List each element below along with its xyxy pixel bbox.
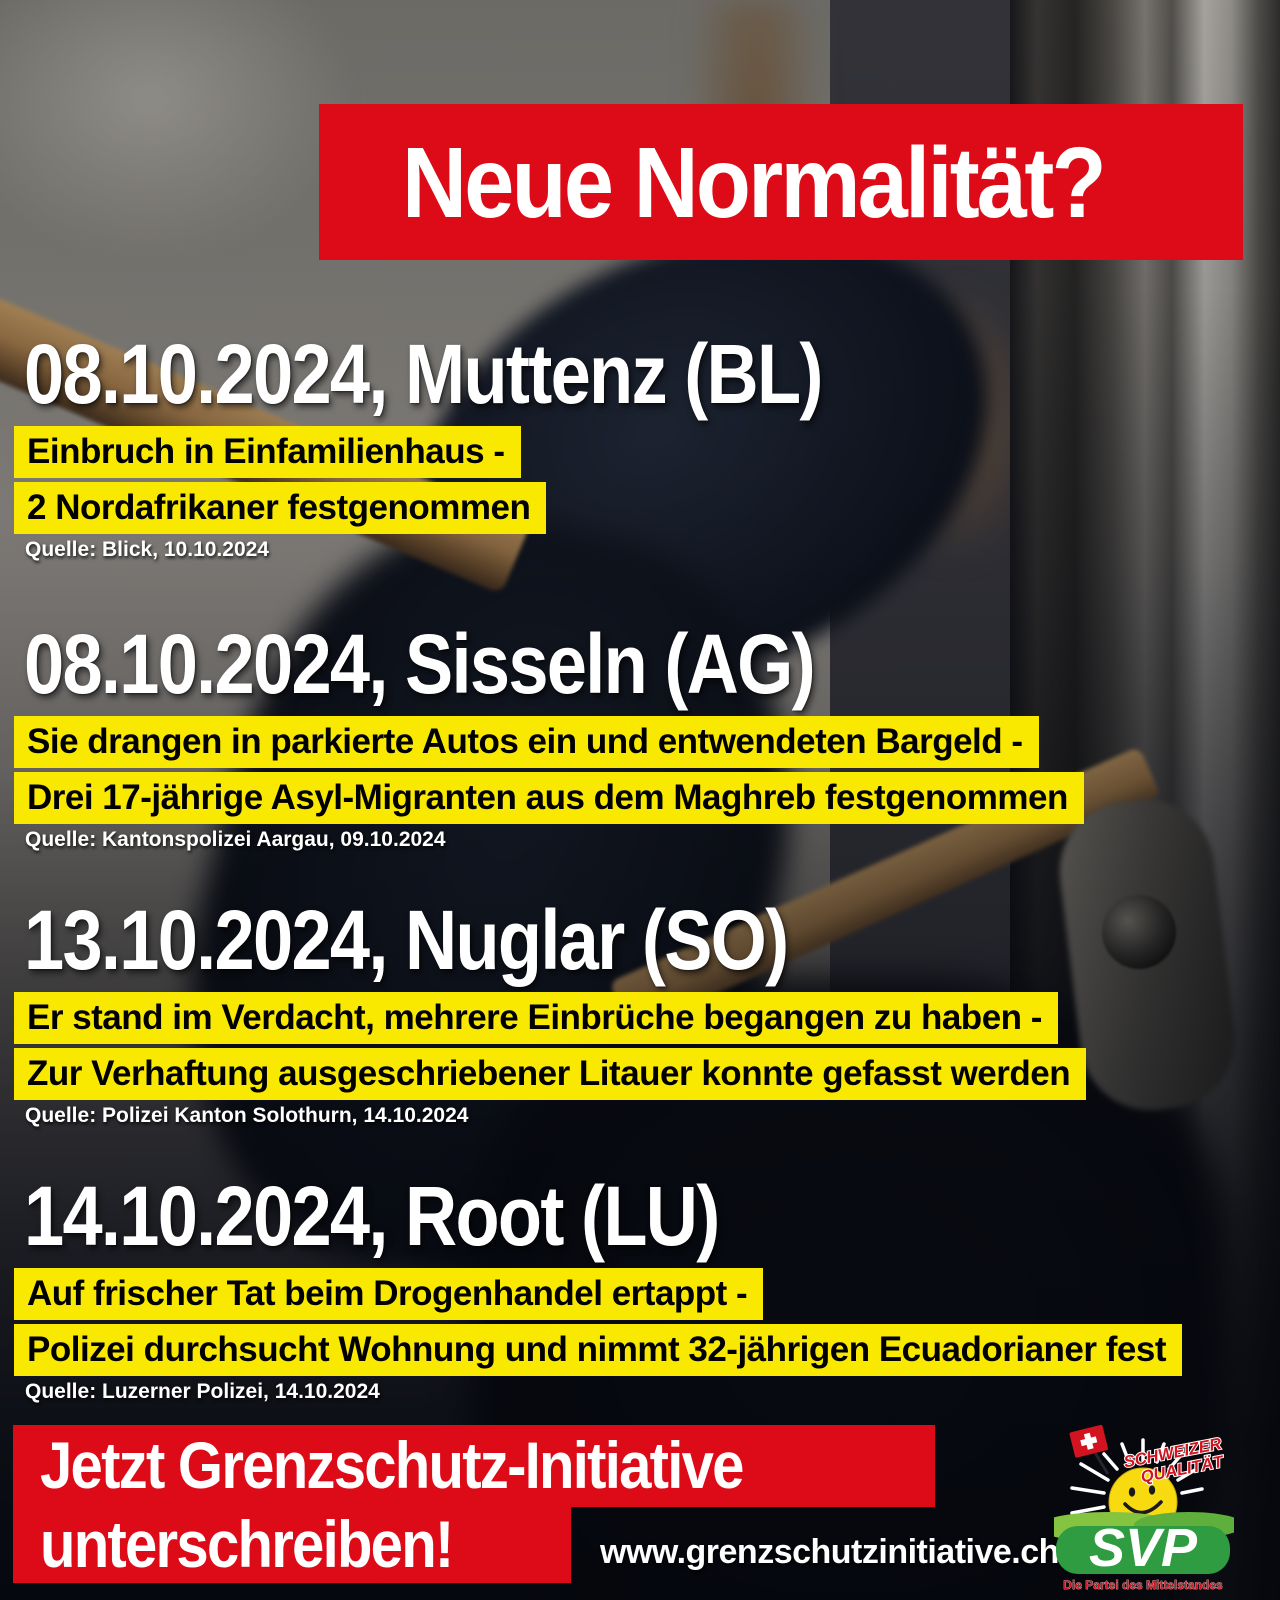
highlight-line: Er stand im Verdacht, mehrere Einbrüche … bbox=[14, 992, 1058, 1044]
highlight-line: 2 Nordafrikaner festgenommen bbox=[14, 482, 547, 534]
item-headline: 08.10.2024, Sisseln (AG) bbox=[24, 617, 816, 711]
cta-banner-line1: Jetzt Grenzschutz-Initiative bbox=[13, 1425, 935, 1507]
news-item-nuglar: 13.10.2024, Nuglar (SO) Er stand im Verd… bbox=[0, 898, 1280, 1138]
cta-banner-line2: unterschreiben! bbox=[13, 1507, 571, 1583]
initiative-url: www.grenzschutzinitiative.ch bbox=[600, 1533, 1059, 1571]
swiss-flag-icon bbox=[1069, 1424, 1109, 1458]
poster-title: Neue Normalität? bbox=[402, 127, 1107, 239]
highlight-line: Drei 17-jährige Asyl-Migranten aus dem M… bbox=[14, 772, 1084, 824]
item-headline: 08.10.2024, Muttenz (BL) bbox=[24, 327, 823, 421]
svp-tagline: Die Partei des Mittelstandes bbox=[1063, 1578, 1223, 1592]
highlight-line: Auf frischer Tat beim Drogenhandel ertap… bbox=[14, 1268, 764, 1320]
item-headline: 14.10.2024, Root (LU) bbox=[24, 1169, 720, 1263]
cta-text: Jetzt Grenzschutz-Initiative bbox=[40, 1428, 744, 1502]
highlight-line: Zur Verhaftung ausgeschriebener Litauer … bbox=[14, 1048, 1087, 1100]
item-headline: 13.10.2024, Nuglar (SO) bbox=[24, 893, 789, 987]
news-item-sisseln: 08.10.2024, Sisseln (AG) Sie drangen in … bbox=[0, 622, 1280, 862]
svp-logo-graphic: SCHWEIZER QUALITÄT SVP Die Partei des Mi… bbox=[1054, 1424, 1234, 1592]
highlight-line: Polizei durchsucht Wohnung und nimmt 32-… bbox=[14, 1324, 1182, 1376]
source-line: Quelle: Kantonspolizei Aargau, 09.10.202… bbox=[25, 828, 446, 851]
svp-logo: SCHWEIZER QUALITÄT SVP Die Partei des Mi… bbox=[1054, 1420, 1234, 1596]
news-item-muttenz: 08.10.2024, Muttenz (BL) Einbruch in Ein… bbox=[0, 332, 1280, 572]
source-line: Quelle: Blick, 10.10.2024 bbox=[25, 538, 269, 561]
highlight-line: Einbruch in Einfamilienhaus - bbox=[14, 426, 521, 478]
news-item-root: 14.10.2024, Root (LU) Auf frischer Tat b… bbox=[0, 1174, 1280, 1414]
svp-acronym: SVP bbox=[1089, 1518, 1198, 1578]
title-banner: Neue Normalität? bbox=[319, 104, 1243, 260]
source-line: Quelle: Polizei Kanton Solothurn, 14.10.… bbox=[25, 1104, 469, 1127]
highlight-line: Sie drangen in parkierte Autos ein und e… bbox=[14, 716, 1039, 768]
green-hill-icon bbox=[1054, 1512, 1234, 1574]
source-line: Quelle: Luzerner Polizei, 14.10.2024 bbox=[25, 1380, 380, 1403]
cta-text: unterschreiben! bbox=[40, 1507, 454, 1581]
sun-rays-icon bbox=[1070, 1438, 1204, 1515]
